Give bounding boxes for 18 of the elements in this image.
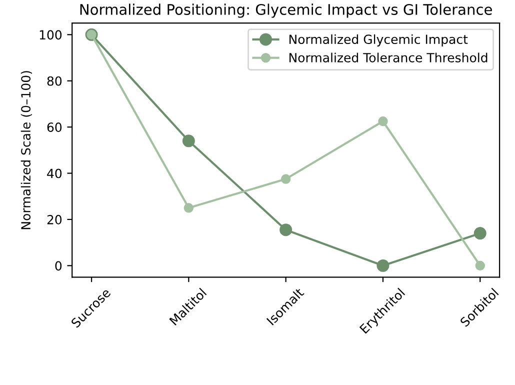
chart-title: Normalized Positioning: Glycemic Impact vs GI Tolerance <box>80 4 492 18</box>
point <box>184 203 194 213</box>
y-tick-label: 20 <box>47 214 62 224</box>
legend-label: Normalized Glycemic Impact <box>289 34 468 46</box>
y-axis-title: Normalized Scale (0–100) <box>20 71 32 230</box>
point <box>280 224 292 236</box>
point <box>280 174 291 184</box>
legend-label: Normalized Tolerance Threshold <box>289 52 488 62</box>
point <box>182 134 195 148</box>
point <box>475 260 485 271</box>
point <box>474 227 486 240</box>
y-tick-label: 60 <box>47 122 62 132</box>
point <box>376 259 390 272</box>
y-tick-label: 100 <box>40 30 62 40</box>
y-tick-label: 80 <box>47 76 62 86</box>
point <box>378 116 388 126</box>
y-tick-label: 0 <box>55 261 62 271</box>
y-tick-label: 40 <box>47 168 62 178</box>
